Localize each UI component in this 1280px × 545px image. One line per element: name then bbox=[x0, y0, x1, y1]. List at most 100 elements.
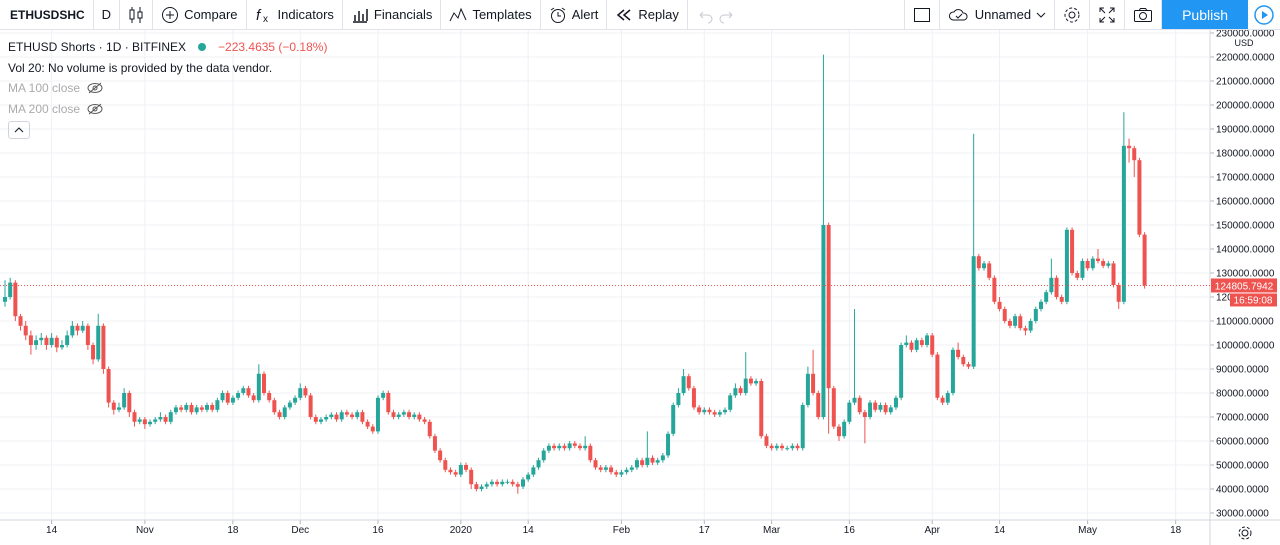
candle-body bbox=[453, 472, 458, 475]
candle-body bbox=[210, 404, 215, 410]
y-tick-label: 130000.0000 bbox=[1216, 268, 1275, 279]
candle-body bbox=[189, 404, 194, 413]
candle-body bbox=[324, 416, 329, 420]
candle-body bbox=[96, 325, 101, 360]
candle-body bbox=[609, 467, 614, 473]
countdown-label: 16:59:08 bbox=[1234, 295, 1273, 306]
candle-body bbox=[1075, 272, 1080, 278]
candle-body bbox=[619, 472, 624, 475]
settings-button[interactable] bbox=[1055, 0, 1091, 29]
candle-body bbox=[298, 388, 303, 398]
chart-type-button[interactable] bbox=[120, 0, 154, 29]
layout-button[interactable]: Unnamed bbox=[940, 0, 1056, 29]
financials-label: Financials bbox=[373, 7, 433, 22]
x-tick-label: 14 bbox=[994, 525, 1006, 536]
y-tick-label: 180000.0000 bbox=[1216, 148, 1275, 159]
chart-settings-icon[interactable] bbox=[1238, 526, 1252, 540]
alert-button[interactable]: Alert bbox=[541, 0, 608, 29]
candle-body bbox=[500, 481, 505, 485]
templates-button[interactable]: Templates bbox=[441, 0, 541, 29]
currency-label: USD bbox=[1234, 38, 1254, 48]
compare-button[interactable]: Compare bbox=[153, 0, 247, 29]
candle-body bbox=[707, 409, 712, 413]
candle-body bbox=[148, 421, 153, 425]
collapse-legend[interactable] bbox=[8, 121, 30, 139]
candle-body bbox=[515, 484, 520, 487]
candle-body bbox=[464, 464, 469, 470]
candle-body bbox=[893, 397, 898, 408]
legend-row: Vol 20: No volume is provided by the dat… bbox=[8, 58, 327, 79]
candle-body bbox=[976, 256, 981, 269]
candle-body bbox=[603, 467, 608, 470]
y-tick-label: 230000.0000 bbox=[1216, 30, 1275, 39]
ma100-label[interactable]: MA 100 close bbox=[8, 81, 81, 96]
candle-body bbox=[997, 301, 1002, 309]
candle-body bbox=[686, 376, 691, 389]
undo-redo[interactable] bbox=[688, 0, 744, 29]
candle-body bbox=[173, 407, 178, 413]
candle-body bbox=[417, 414, 422, 420]
interval-button[interactable]: D bbox=[94, 0, 121, 29]
chart-pane: 30000.0000 40000.0000 50000.0000 60000.0000… bbox=[0, 30, 1280, 545]
candle-body bbox=[1095, 258, 1100, 261]
candle-body bbox=[800, 404, 805, 449]
candle-body bbox=[526, 474, 531, 480]
y-tick-label: 100000.0000 bbox=[1216, 340, 1275, 351]
candle-body bbox=[458, 464, 463, 475]
legend-row: ETHUSD Shorts · 1D · BITFINEX −223.4635 (… bbox=[8, 37, 327, 58]
candle-body bbox=[13, 282, 18, 317]
ma200-label[interactable]: MA 200 close bbox=[8, 101, 81, 116]
candle-body bbox=[691, 388, 696, 408]
y-tick-label: 200000.0000 bbox=[1216, 100, 1275, 111]
candle-body bbox=[375, 397, 380, 432]
candle-body bbox=[671, 404, 676, 434]
layout-label: Unnamed bbox=[974, 7, 1032, 22]
candle-body bbox=[774, 445, 779, 449]
candle-body bbox=[365, 421, 370, 427]
candle-body bbox=[723, 409, 728, 413]
y-tick-label: 220000.0000 bbox=[1216, 52, 1275, 63]
candle-body bbox=[748, 378, 753, 384]
candle-body bbox=[194, 407, 199, 413]
candle-body bbox=[909, 342, 914, 350]
y-tick-label: 150000.0000 bbox=[1216, 220, 1275, 231]
candle-body bbox=[1070, 229, 1075, 273]
y-tick-label: 50000.0000 bbox=[1216, 460, 1269, 471]
candle-body bbox=[676, 392, 681, 405]
svg-text:f: f bbox=[256, 7, 262, 24]
candle-body bbox=[987, 263, 992, 278]
indicators-button[interactable]: f x Indicators bbox=[247, 0, 343, 29]
symbol-button[interactable]: ETHUSDSHC bbox=[0, 0, 94, 29]
candle-body bbox=[391, 412, 396, 417]
hidden-eye[interactable] bbox=[86, 103, 104, 115]
x-tick-label: Apr bbox=[924, 525, 940, 536]
snapshot-button[interactable] bbox=[1125, 0, 1163, 29]
candle-body bbox=[1054, 277, 1059, 297]
candle-body bbox=[1049, 277, 1054, 293]
status-dot bbox=[198, 43, 207, 52]
candle-body bbox=[422, 419, 427, 422]
candle-body bbox=[350, 414, 355, 417]
candle-body bbox=[816, 392, 821, 417]
publish-button[interactable]: Publish bbox=[1162, 0, 1248, 29]
fullscreen-button[interactable] bbox=[1090, 0, 1126, 29]
compare-label: Compare bbox=[184, 7, 238, 22]
candle-body bbox=[634, 460, 639, 468]
candle-body bbox=[925, 335, 930, 345]
candle-body bbox=[966, 364, 971, 367]
candle-body bbox=[122, 392, 127, 408]
play-button[interactable] bbox=[1248, 0, 1280, 29]
candle-body bbox=[562, 445, 567, 449]
candle-body bbox=[215, 400, 220, 410]
financials-button[interactable]: Financials bbox=[343, 0, 442, 29]
candle-body bbox=[1023, 328, 1028, 331]
candle-body bbox=[588, 445, 593, 461]
legend-row: MA 200 close bbox=[8, 99, 327, 120]
replay-button[interactable]: Replay bbox=[607, 0, 688, 29]
y-tick-label: 160000.0000 bbox=[1216, 196, 1275, 207]
candle-body bbox=[220, 392, 225, 401]
hidden-eye[interactable] bbox=[86, 82, 104, 94]
x-tick-label: 18 bbox=[1170, 525, 1182, 536]
candle-body bbox=[785, 448, 790, 450]
layout-toggle[interactable] bbox=[903, 0, 940, 29]
